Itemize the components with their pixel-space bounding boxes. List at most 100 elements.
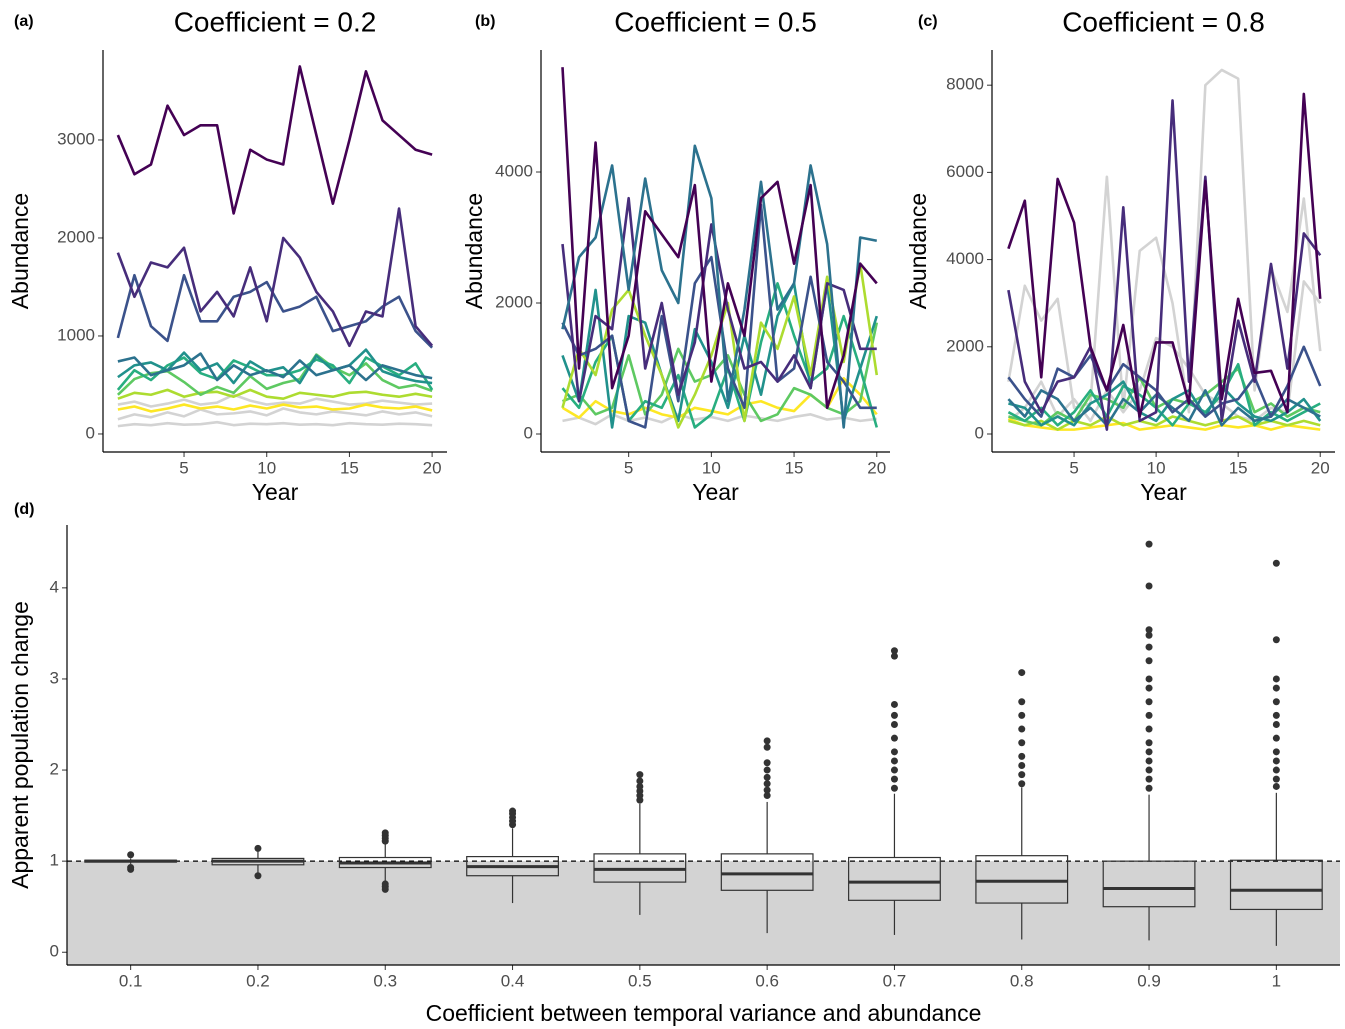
x-tick-label: 20	[1311, 458, 1330, 477]
outlier	[1145, 711, 1153, 719]
outlier	[636, 777, 644, 785]
y-tick-label: 0	[50, 942, 59, 961]
outlier	[1272, 711, 1280, 719]
outlier	[890, 700, 898, 708]
outlier	[1145, 657, 1153, 665]
x-tick-label: 0.7	[883, 971, 907, 990]
y-axis-title: Abundance	[7, 193, 33, 309]
outlier	[1145, 643, 1153, 651]
outlier	[1145, 626, 1153, 634]
outlier	[1145, 675, 1153, 683]
outlier	[890, 748, 898, 756]
chart-title: Coefficient = 0.2	[174, 6, 377, 37]
outlier	[763, 780, 771, 788]
y-tick-label: 6000	[946, 162, 984, 181]
x-tick-label: 0.1	[119, 971, 143, 990]
y-tick-label: 4	[50, 577, 59, 596]
series-line	[116, 273, 434, 349]
box	[720, 853, 814, 891]
y-tick-label: 3000	[57, 129, 95, 148]
series-line	[116, 65, 433, 215]
x-axis-title: Coefficient between temporal variance an…	[426, 1000, 982, 1026]
outlier	[890, 721, 898, 729]
series-line	[116, 207, 434, 348]
series-line	[1007, 345, 1322, 418]
outlier	[1272, 734, 1280, 742]
x-tick-label: 10	[1147, 458, 1166, 477]
outlier	[1272, 559, 1280, 567]
outlier	[1145, 775, 1153, 783]
outlier	[890, 757, 898, 765]
y-tick-label: 1000	[57, 325, 95, 344]
outlier	[1018, 780, 1026, 788]
outlier	[1145, 684, 1153, 692]
x-tick-label: 5	[1069, 458, 1078, 477]
y-tick-label: 4000	[495, 161, 533, 180]
x-tick-label: 0.9	[1137, 971, 1161, 990]
outlier	[509, 807, 517, 815]
outlier	[1145, 757, 1153, 765]
x-tick-label: 0.5	[628, 971, 652, 990]
y-tick-label: 0	[524, 423, 533, 442]
panel-label: (b)	[475, 13, 495, 30]
y-tick-label: 2000	[57, 227, 95, 246]
outlier	[890, 784, 898, 792]
x-axis-title: Year	[252, 479, 299, 505]
x-tick-label: 15	[785, 458, 804, 477]
outlier	[1272, 748, 1280, 756]
shaded-region	[67, 861, 1340, 965]
outlier	[890, 766, 898, 774]
y-tick-label: 3	[50, 668, 59, 687]
x-tick-label: 0.2	[246, 971, 270, 990]
x-axis-title: Year	[1140, 479, 1187, 505]
box	[848, 856, 941, 901]
y-tick-label: 4000	[946, 249, 984, 268]
outlier	[763, 792, 771, 800]
series-line	[562, 322, 879, 423]
outlier	[763, 737, 771, 745]
outlier	[890, 734, 898, 742]
series-line	[117, 407, 433, 421]
series-line	[1007, 99, 1322, 431]
y-axis-title: Abundance	[905, 193, 931, 309]
y-tick-label: 1	[50, 851, 59, 870]
outlier	[763, 773, 771, 781]
series-line	[1008, 380, 1322, 427]
outlier	[1018, 771, 1026, 779]
outlier	[1272, 757, 1280, 765]
outlier	[1145, 540, 1153, 548]
series-line	[116, 353, 433, 397]
outlier	[1272, 636, 1280, 644]
series-line	[117, 388, 433, 400]
series-line	[117, 403, 433, 413]
y-tick-label: 2000	[946, 336, 984, 355]
series-line	[117, 352, 433, 382]
series-line	[561, 196, 877, 403]
series-line	[116, 356, 434, 391]
outlier	[890, 775, 898, 783]
outlier	[381, 829, 389, 837]
series-line	[117, 393, 433, 408]
x-tick-label: 0.6	[755, 971, 779, 990]
series-line	[1007, 92, 1322, 418]
outlier	[127, 851, 135, 859]
panel-label: (d)	[14, 501, 34, 518]
x-tick-label: 10	[702, 458, 721, 477]
x-tick-label: 1	[1272, 971, 1281, 990]
outlier	[636, 771, 644, 779]
series-line	[117, 420, 433, 428]
y-axis-title: Apparent population change	[7, 601, 33, 889]
outlier	[763, 743, 771, 751]
x-tick-label: 15	[1229, 458, 1248, 477]
series-line	[1008, 415, 1321, 431]
x-tick-label: 0.3	[373, 971, 397, 990]
x-tick-label: 0.4	[501, 971, 525, 990]
outlier	[763, 766, 771, 774]
x-axis-title: Year	[692, 479, 739, 505]
series-line	[1007, 362, 1321, 427]
outlier	[1018, 725, 1026, 733]
outlier	[1272, 721, 1280, 729]
box	[1229, 859, 1323, 911]
outlier	[763, 759, 771, 767]
